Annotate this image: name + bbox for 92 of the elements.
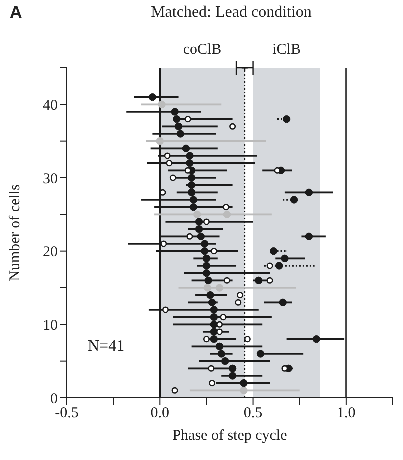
point — [279, 298, 287, 307]
y-tick-label: 10 — [43, 318, 58, 334]
point — [201, 240, 209, 248]
point — [210, 328, 218, 336]
y-tick-label: 0 — [50, 391, 58, 408]
point — [210, 306, 218, 314]
point — [208, 298, 216, 307]
x-tick-label: 1.0 — [337, 406, 356, 422]
point — [164, 152, 171, 160]
point — [266, 277, 274, 284]
band-label: iClB — [272, 42, 301, 58]
point — [156, 137, 164, 146]
point — [203, 336, 210, 343]
point — [202, 262, 211, 270]
x-axis-title: Phase of step cycle — [172, 428, 288, 444]
point — [186, 159, 194, 168]
y-tick-label: 40 — [43, 98, 58, 114]
point — [236, 292, 244, 299]
point — [170, 174, 176, 182]
point — [256, 350, 265, 358]
chart-title: Matched: Lead condition — [150, 4, 313, 22]
y-axis-title: Number of cells — [7, 184, 24, 282]
point — [305, 188, 314, 197]
point — [240, 379, 248, 388]
point — [209, 380, 216, 387]
point — [224, 277, 230, 284]
point — [182, 144, 190, 153]
y-tick-label: 30 — [43, 171, 58, 188]
point — [255, 276, 263, 285]
point — [266, 262, 274, 270]
point — [184, 116, 192, 123]
point — [188, 181, 196, 190]
point — [176, 130, 184, 138]
point — [171, 108, 179, 116]
point — [221, 357, 230, 366]
text: A — [10, 3, 22, 23]
point — [281, 254, 289, 263]
point — [188, 174, 196, 182]
point — [228, 372, 237, 380]
point — [210, 335, 218, 344]
point — [235, 299, 242, 306]
point — [210, 248, 218, 255]
x-tick-label: -0.5 — [55, 406, 79, 422]
point — [172, 387, 178, 394]
point — [305, 232, 314, 241]
point — [218, 350, 226, 358]
point — [230, 123, 236, 130]
point — [158, 100, 166, 109]
point — [223, 204, 230, 211]
point — [223, 210, 232, 219]
annotation: N=41 — [88, 338, 125, 356]
point — [240, 386, 248, 395]
point — [186, 233, 194, 240]
point — [276, 262, 284, 270]
y-tick-label: 20 — [43, 244, 58, 261]
point — [202, 254, 211, 263]
point — [162, 306, 169, 314]
point — [282, 115, 291, 124]
point — [201, 247, 209, 256]
point — [216, 284, 224, 292]
point — [195, 225, 204, 234]
point — [228, 364, 237, 373]
point — [204, 276, 212, 285]
point — [216, 342, 224, 351]
point — [244, 336, 251, 343]
point — [216, 328, 224, 336]
point — [210, 313, 218, 322]
point — [290, 196, 298, 204]
point — [160, 240, 168, 248]
point — [270, 247, 278, 256]
point — [195, 218, 204, 226]
point — [188, 188, 196, 197]
point — [190, 196, 198, 204]
point — [173, 115, 181, 124]
point — [208, 365, 215, 372]
x-tick-label: 0.5 — [244, 406, 263, 422]
point — [148, 93, 157, 102]
point — [197, 232, 205, 241]
point — [174, 122, 183, 131]
x-tick-label: 0.0 — [150, 406, 170, 422]
point — [204, 284, 212, 292]
point — [216, 321, 224, 328]
point — [190, 203, 198, 212]
point — [312, 335, 320, 344]
point — [206, 291, 214, 300]
point — [203, 218, 210, 226]
point — [202, 269, 211, 278]
point — [194, 210, 202, 219]
point — [166, 160, 173, 167]
point — [220, 314, 227, 321]
band-label: coClB — [183, 42, 222, 58]
point — [186, 152, 194, 160]
